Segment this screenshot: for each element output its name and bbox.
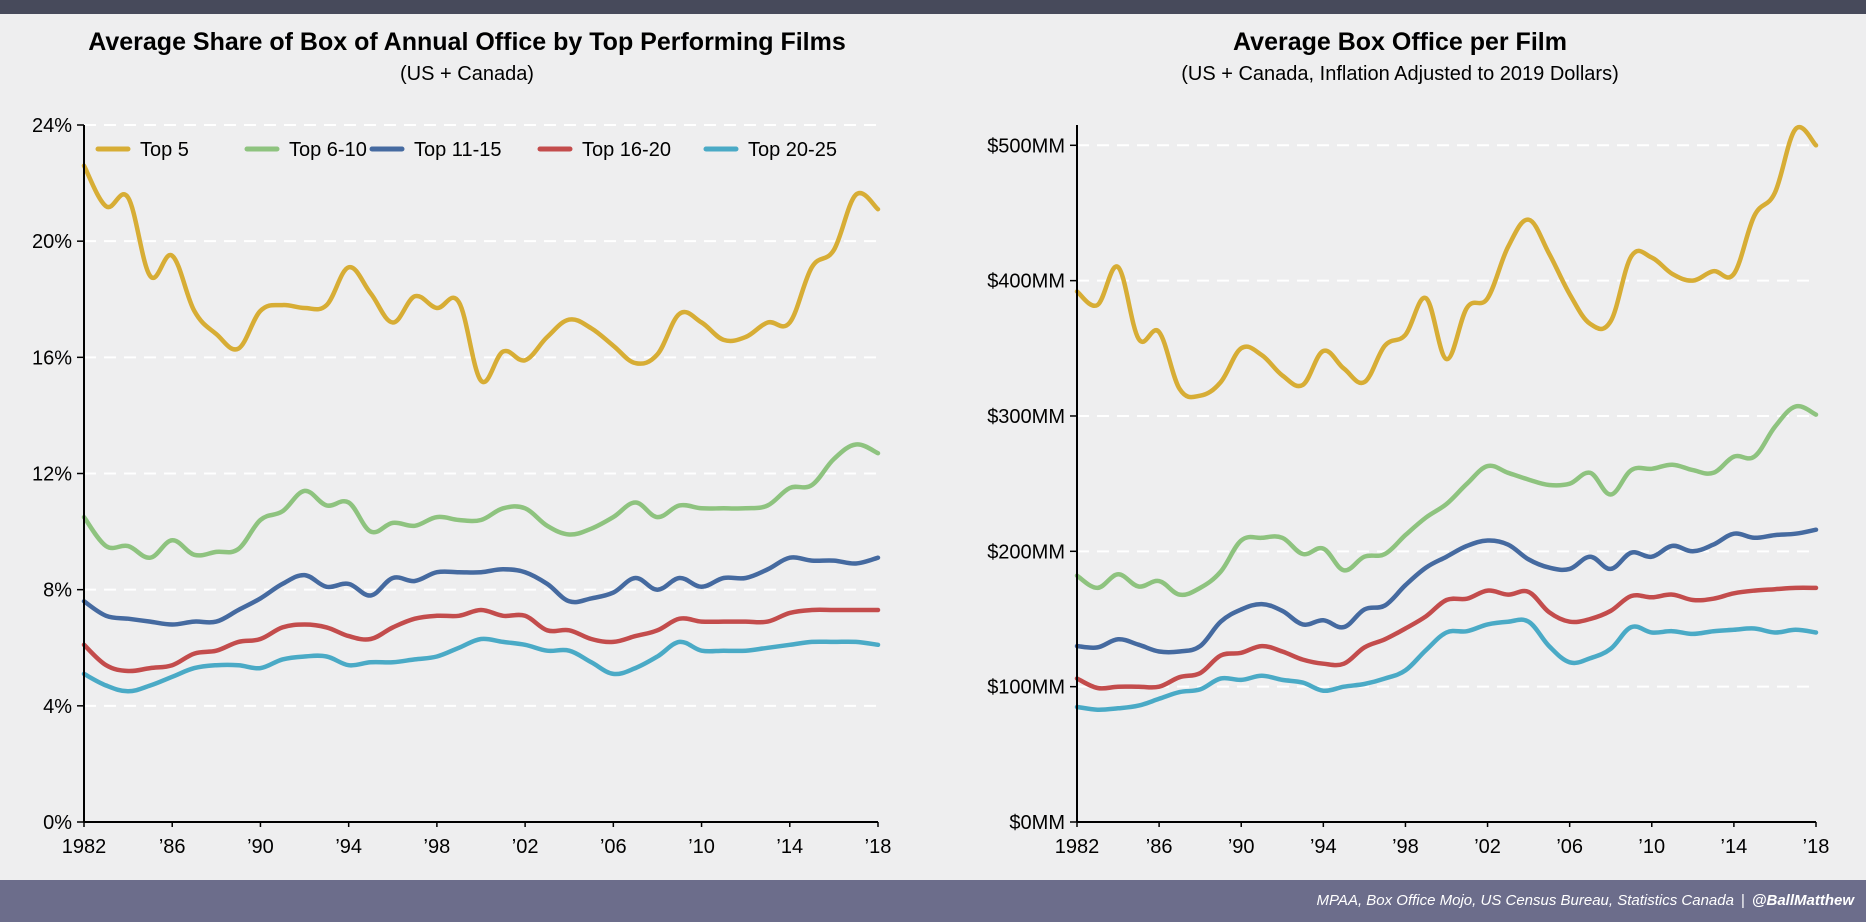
share-chart-series <box>81 163 881 694</box>
box-office-x-tick-label: 1982 <box>1055 836 1100 858</box>
share-series-top-6-10 <box>81 442 881 560</box>
box-office-chart: Average Box Office per Film (US + Canada… <box>987 28 1829 858</box>
legend-label: Top 11-15 <box>414 139 501 161</box>
legend-label: Top 6-10 <box>289 139 367 161</box>
share-chart-grid <box>84 124 878 707</box>
share-x-tick-label: ’02 <box>512 836 539 858</box>
box-office-chart-subtitle: (US + Canada, Inflation Adjusted to 2019… <box>1181 63 1618 85</box>
share-chart-y-ticks: 0% 4% 8% 12% 16% 20% 24% <box>32 115 84 834</box>
box-office-x-tick-label: ’94 <box>1310 836 1337 858</box>
share-y-tick-label: 0% <box>43 812 72 834</box>
legend-label: Top 5 <box>140 139 189 161</box>
share-chart-legend: Top 5 Top 6-10 Top 11-15 Top 16-20 Top 20-25 <box>95 139 837 161</box>
box-office-chart-grid <box>1077 144 1816 688</box>
share-series-top-16-20 <box>81 607 881 674</box>
box-office-x-tick-label: ’02 <box>1474 836 1501 858</box>
share-y-tick-label: 12% <box>32 464 72 486</box>
share-x-tick-label: ’86 <box>159 836 186 858</box>
share-y-tick-label: 20% <box>32 231 72 253</box>
share-y-tick-label: 8% <box>43 580 72 602</box>
share-x-tick-label: ’94 <box>335 836 362 858</box>
footer-handle[interactable]: @BallMatthew <box>1751 892 1854 909</box>
share-x-tick-label: ’10 <box>688 836 715 858</box>
share-x-tick-label: 1982 <box>62 836 107 858</box>
box-office-x-tick-label: ’90 <box>1228 836 1255 858</box>
box-office-series-top-6-10 <box>1074 403 1819 598</box>
share-y-tick-label: 16% <box>32 347 72 369</box>
footer-text: MPAA, Box Office Mojo, US Census Bureau,… <box>1317 880 1854 922</box>
share-y-tick-label: 24% <box>32 115 72 137</box>
share-chart-title: Average Share of Box of Annual Office by… <box>88 28 846 56</box>
share-series-top-11-15 <box>81 555 881 627</box>
box-office-chart-title: Average Box Office per Film <box>1233 28 1567 56</box>
box-office-y-tick-label: $300MM <box>987 406 1065 428</box>
footer-separator: | <box>1740 892 1745 909</box>
box-office-x-tick-label: ’86 <box>1146 836 1173 858</box>
box-office-series-top-11-15 <box>1074 527 1819 655</box>
share-chart-axes <box>83 125 878 823</box>
box-office-x-tick-label: ’14 <box>1721 836 1748 858</box>
share-chart: Average Share of Box of Annual Office by… <box>32 28 891 858</box>
legend-item: Top 16-20 <box>537 139 671 161</box>
box-office-y-tick-label: $200MM <box>987 541 1065 563</box>
box-office-x-tick-label: ’06 <box>1556 836 1583 858</box>
box-office-y-tick-label: $0MM <box>1009 812 1065 834</box>
footer-sources: MPAA, Box Office Mojo, US Census Bureau,… <box>1316 892 1734 909</box>
box-office-chart-axes <box>1076 125 1816 823</box>
share-x-tick-label: ’90 <box>247 836 274 858</box>
share-chart-x-ticks: 1982 ’86 ’90 ’94 ’98 ’02 ’06 ’10 ’14 ’18 <box>62 822 892 858</box>
box-office-chart-x-ticks: 1982 ’86 ’90 ’94 ’98 ’02 ’06 ’10 ’14 ’18 <box>1055 822 1830 858</box>
box-office-chart-series <box>1074 124 1819 712</box>
box-office-series-top-5 <box>1074 124 1819 400</box>
box-office-y-tick-label: $400MM <box>987 271 1065 293</box>
box-office-chart-y-ticks: $0MM $100MM $200MM $300MM $400MM $500MM <box>987 135 1077 834</box>
share-x-tick-label: ’06 <box>600 836 627 858</box>
share-x-tick-label: ’18 <box>865 836 892 858</box>
legend-label: Top 16-20 <box>582 139 671 161</box>
top-bar <box>0 0 1866 14</box>
legend-item: Top 5 <box>95 139 189 161</box>
box-office-series-top-20-25 <box>1074 617 1819 712</box>
share-chart-subtitle: (US + Canada) <box>400 63 534 85</box>
legend-item: Top 20-25 <box>703 139 837 161</box>
charts-canvas: Average Share of Box of Annual Office by… <box>32 28 1829 858</box>
box-office-y-tick-label: $100MM <box>987 677 1065 699</box>
share-y-tick-label: 4% <box>43 696 72 718</box>
box-office-series-top-16-20 <box>1074 585 1819 691</box>
share-x-tick-label: ’14 <box>776 836 803 858</box>
share-x-tick-label: ’98 <box>424 836 451 858</box>
legend-item: Top 11-15 <box>369 139 501 161</box>
footer-bar: MPAA, Box Office Mojo, US Census Bureau,… <box>0 880 1866 922</box>
box-office-y-tick-label: $500MM <box>987 135 1065 157</box>
box-office-x-tick-label: ’10 <box>1638 836 1665 858</box>
share-series-top-20-25 <box>81 636 881 694</box>
legend-label: Top 20-25 <box>748 139 837 161</box>
box-office-x-tick-label: ’98 <box>1392 836 1419 858</box>
legend-item: Top 6-10 <box>244 139 367 161</box>
share-series-top-5 <box>81 163 881 385</box>
box-office-x-tick-label: ’18 <box>1803 836 1830 858</box>
